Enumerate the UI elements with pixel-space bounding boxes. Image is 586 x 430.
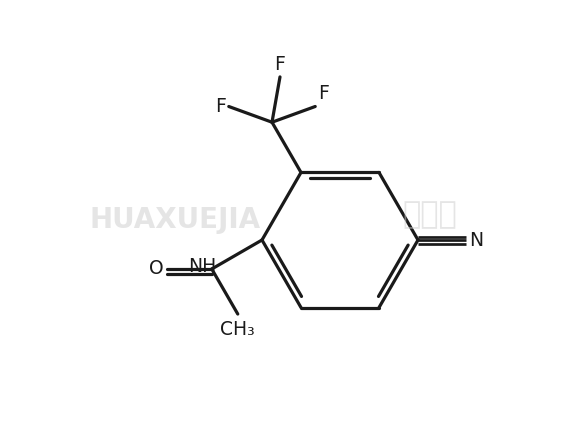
Text: O: O [149,259,163,279]
Text: CH₃: CH₃ [220,320,255,339]
Text: F: F [318,84,329,104]
Text: F: F [215,97,226,116]
Text: NH: NH [189,258,217,276]
Text: HUAXUEJIA: HUAXUEJIA [90,206,261,234]
Text: 化学加: 化学加 [403,200,458,230]
Text: F: F [275,55,285,74]
Text: N: N [469,230,483,249]
